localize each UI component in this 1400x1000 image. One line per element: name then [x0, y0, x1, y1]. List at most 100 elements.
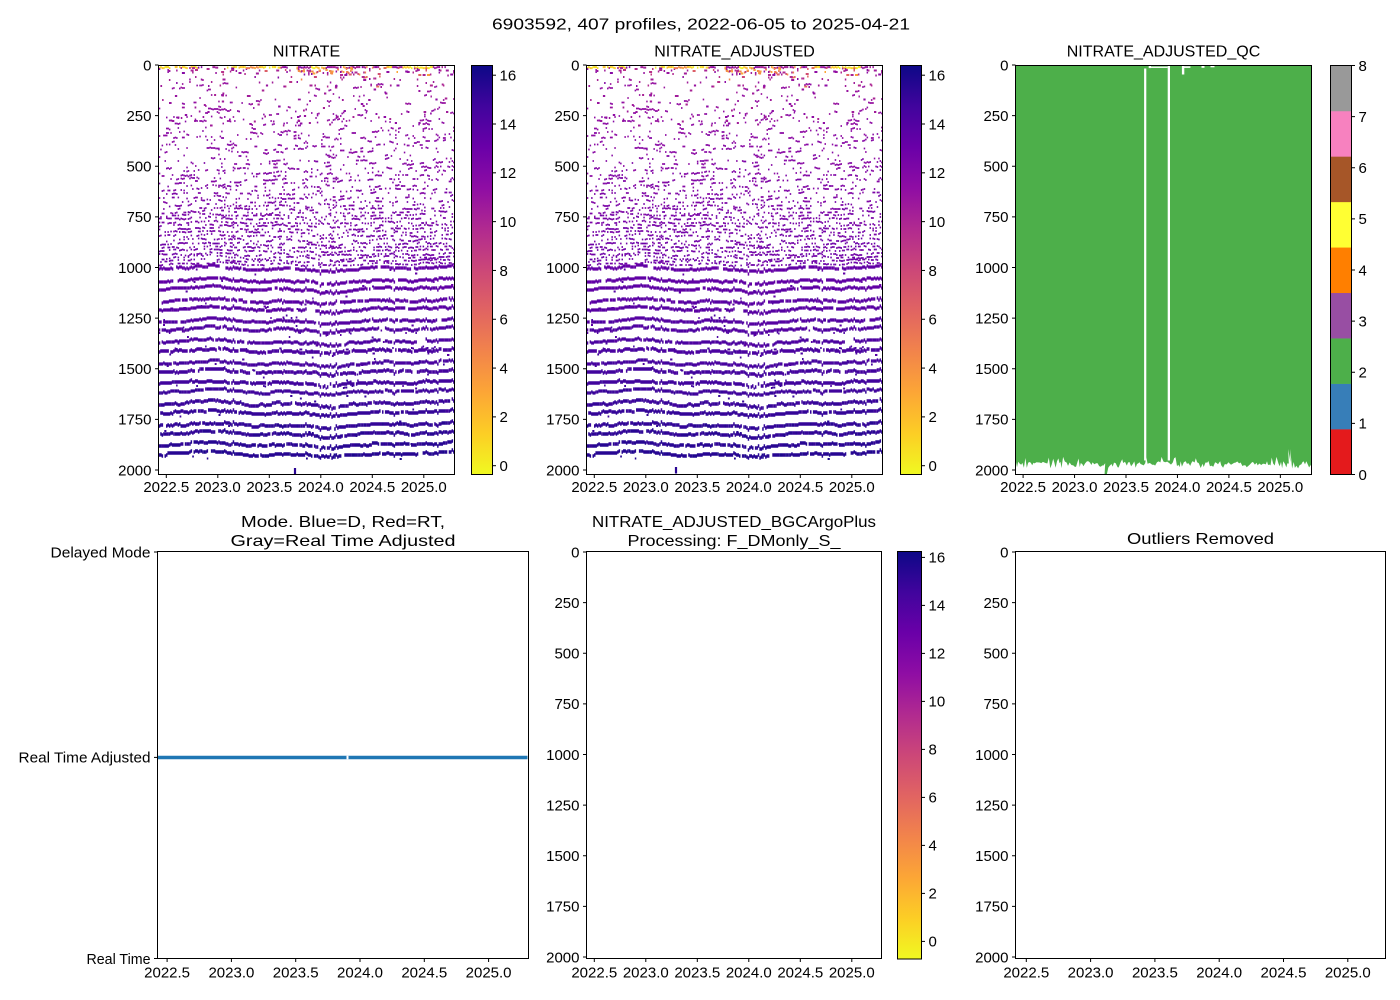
svg-text:Outliers Removed: Outliers Removed — [1127, 531, 1274, 548]
svg-text:750: 750 — [126, 209, 151, 226]
svg-text:1500: 1500 — [118, 361, 151, 378]
svg-text:2023.5: 2023.5 — [1132, 965, 1178, 982]
svg-text:750: 750 — [554, 696, 579, 713]
svg-text:8: 8 — [1359, 58, 1367, 75]
svg-text:1500: 1500 — [975, 848, 1008, 865]
svg-text:12: 12 — [929, 646, 946, 663]
svg-text:NITRATE_ADJUSTED: NITRATE_ADJUSTED — [654, 44, 815, 61]
svg-text:3: 3 — [1359, 313, 1367, 330]
svg-text:NITRATE: NITRATE — [273, 44, 340, 61]
svg-text:2023.5: 2023.5 — [674, 479, 720, 496]
svg-text:1: 1 — [1359, 416, 1367, 433]
svg-text:2022.5: 2022.5 — [1000, 479, 1046, 496]
svg-text:Real Time: Real Time — [87, 951, 151, 968]
svg-text:2024.0: 2024.0 — [337, 965, 383, 982]
svg-text:250: 250 — [554, 595, 579, 612]
svg-text:2023.5: 2023.5 — [273, 965, 319, 982]
svg-text:1750: 1750 — [546, 899, 579, 916]
svg-text:1750: 1750 — [546, 412, 579, 429]
svg-text:2024.5: 2024.5 — [349, 479, 395, 496]
svg-text:1500: 1500 — [975, 361, 1008, 378]
svg-text:2022.5: 2022.5 — [143, 479, 189, 496]
svg-text:2022.5: 2022.5 — [1003, 965, 1049, 982]
svg-text:500: 500 — [554, 159, 579, 176]
svg-text:4: 4 — [500, 360, 508, 377]
svg-text:750: 750 — [983, 209, 1008, 226]
svg-text:2: 2 — [929, 886, 937, 903]
svg-text:2023.5: 2023.5 — [246, 479, 292, 496]
svg-text:Mode. Blue=D, Red=RT,: Mode. Blue=D, Red=RT, — [241, 514, 445, 531]
svg-text:0: 0 — [500, 458, 508, 475]
svg-text:8: 8 — [929, 742, 937, 759]
svg-text:2023.0: 2023.0 — [208, 965, 254, 982]
svg-text:0: 0 — [1359, 467, 1367, 484]
svg-text:2000: 2000 — [975, 462, 1008, 479]
svg-text:10: 10 — [929, 214, 946, 231]
svg-text:0: 0 — [1000, 544, 1008, 561]
svg-text:2022.5: 2022.5 — [144, 965, 190, 982]
svg-text:250: 250 — [126, 108, 151, 125]
svg-text:1500: 1500 — [546, 361, 579, 378]
svg-text:10: 10 — [500, 214, 517, 231]
svg-text:1250: 1250 — [546, 797, 579, 814]
svg-text:2024.5: 2024.5 — [777, 479, 823, 496]
svg-text:0: 0 — [571, 57, 579, 74]
svg-text:2000: 2000 — [975, 949, 1008, 966]
svg-text:2025.0: 2025.0 — [1325, 965, 1371, 982]
svg-text:2000: 2000 — [546, 462, 579, 479]
svg-text:6: 6 — [500, 312, 508, 329]
svg-text:2024.5: 2024.5 — [1206, 479, 1252, 496]
svg-text:500: 500 — [983, 159, 1008, 176]
svg-text:1750: 1750 — [975, 899, 1008, 916]
svg-text:2025.0: 2025.0 — [829, 479, 875, 496]
svg-text:10: 10 — [929, 694, 946, 711]
svg-text:500: 500 — [126, 159, 151, 176]
svg-text:500: 500 — [983, 646, 1008, 663]
svg-text:0: 0 — [571, 544, 579, 561]
svg-text:14: 14 — [500, 116, 517, 133]
svg-text:2023.5: 2023.5 — [674, 965, 720, 982]
svg-text:2025.0: 2025.0 — [829, 965, 875, 982]
svg-text:1000: 1000 — [975, 260, 1008, 277]
svg-text:2023.0: 2023.0 — [623, 479, 669, 496]
svg-text:2025.0: 2025.0 — [401, 479, 447, 496]
svg-text:2: 2 — [929, 409, 937, 426]
svg-text:1250: 1250 — [118, 310, 151, 327]
svg-text:7: 7 — [1359, 109, 1367, 126]
svg-text:1250: 1250 — [546, 310, 579, 327]
svg-text:2025.0: 2025.0 — [1257, 479, 1303, 496]
svg-text:16: 16 — [929, 550, 946, 567]
svg-text:2: 2 — [1359, 365, 1367, 382]
svg-text:1250: 1250 — [975, 310, 1008, 327]
svg-text:12: 12 — [929, 165, 946, 182]
svg-text:0: 0 — [1000, 57, 1008, 74]
svg-text:NITRATE_ADJUSTED_QC: NITRATE_ADJUSTED_QC — [1067, 44, 1261, 61]
svg-text:2000: 2000 — [546, 949, 579, 966]
svg-text:2: 2 — [500, 409, 508, 426]
svg-text:14: 14 — [929, 116, 946, 133]
svg-text:1500: 1500 — [546, 848, 579, 865]
svg-text:NITRATE_ADJUSTED_BGCArgoPlus: NITRATE_ADJUSTED_BGCArgoPlus — [592, 514, 876, 531]
svg-text:2023.0: 2023.0 — [1068, 965, 1114, 982]
svg-text:2000: 2000 — [118, 462, 151, 479]
svg-text:1750: 1750 — [118, 412, 151, 429]
svg-text:2024.5: 2024.5 — [401, 965, 447, 982]
svg-text:0: 0 — [929, 934, 937, 951]
svg-text:16: 16 — [500, 68, 517, 85]
svg-text:1000: 1000 — [546, 747, 579, 764]
svg-text:6: 6 — [929, 790, 937, 807]
svg-text:1250: 1250 — [975, 797, 1008, 814]
svg-text:2023.5: 2023.5 — [1103, 479, 1149, 496]
svg-text:5: 5 — [1359, 211, 1367, 228]
svg-text:750: 750 — [554, 209, 579, 226]
svg-text:0: 0 — [143, 57, 151, 74]
svg-text:14: 14 — [929, 598, 946, 615]
svg-text:2024.0: 2024.0 — [726, 479, 772, 496]
svg-text:750: 750 — [983, 696, 1008, 713]
svg-text:250: 250 — [983, 108, 1008, 125]
svg-text:250: 250 — [554, 108, 579, 125]
svg-text:0: 0 — [929, 458, 937, 475]
svg-text:2022.5: 2022.5 — [571, 479, 617, 496]
svg-text:16: 16 — [929, 68, 946, 85]
svg-text:2022.5: 2022.5 — [571, 965, 617, 982]
